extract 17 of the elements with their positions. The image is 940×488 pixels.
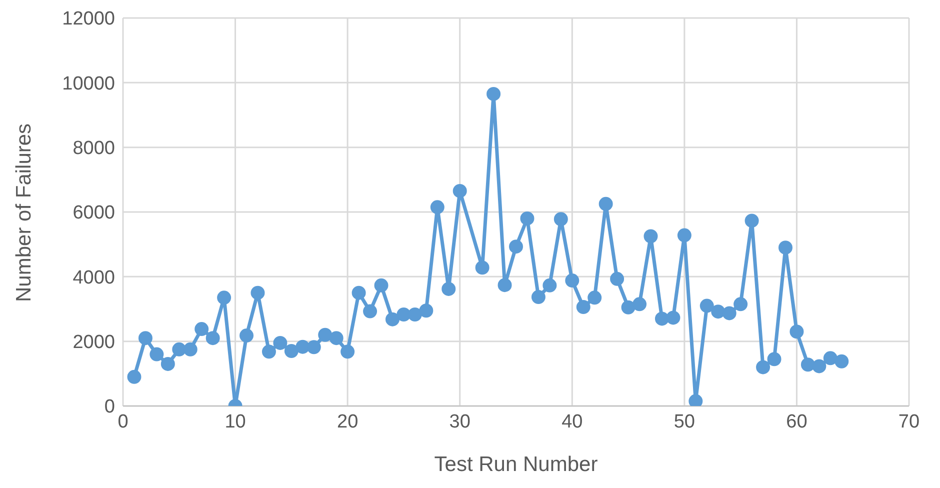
y-tick-label: 6000 (72, 202, 115, 224)
x-tick-label: 20 (337, 411, 358, 432)
y-tick-label: 8000 (72, 138, 115, 160)
x-tick-label: 10 (224, 411, 246, 432)
y-tick-label: 2000 (72, 332, 115, 354)
y-axis-title: Number of Failures (12, 123, 36, 302)
x-tick-label: 50 (674, 411, 695, 432)
x-tick-label: 0 (118, 411, 128, 432)
x-tick-label: 60 (786, 411, 808, 432)
y-tick-label: 0 (104, 396, 115, 418)
y-tick-label: 4000 (72, 267, 115, 288)
x-tick-label: 40 (562, 411, 583, 432)
x-tick-label: 30 (449, 411, 470, 432)
x-axis-title: Test Run Number (434, 453, 598, 476)
y-tick-label: 12000 (62, 8, 115, 30)
y-tick-label: 10000 (62, 73, 115, 94)
x-tick-label: 70 (898, 411, 920, 432)
